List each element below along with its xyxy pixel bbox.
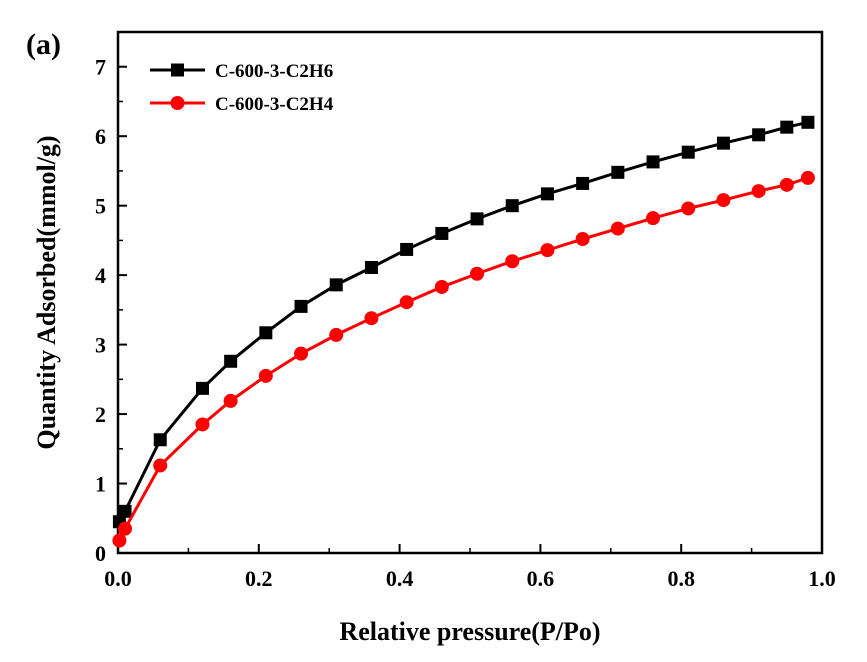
y-tick-label: 1 — [95, 472, 106, 497]
data-point-square — [646, 155, 660, 169]
data-point-square — [780, 120, 794, 134]
data-point-circle — [470, 266, 485, 281]
data-point-circle — [610, 221, 625, 236]
data-point-circle — [118, 521, 133, 536]
data-point-square — [716, 136, 730, 150]
data-point-square — [294, 299, 308, 313]
data-point-circle — [505, 254, 520, 269]
data-point-circle — [195, 417, 210, 432]
data-point-circle — [716, 193, 731, 208]
data-point-circle — [153, 458, 168, 473]
y-axis-title: Quantity Adsorbed(mmol/g) — [32, 135, 61, 449]
series-line-1 — [118, 120, 809, 523]
data-point-square — [470, 212, 484, 226]
data-point-circle — [399, 295, 414, 310]
y-tick-label: 0 — [95, 541, 106, 566]
data-point-circle — [540, 243, 555, 258]
data-point-circle — [800, 170, 815, 185]
y-tick-label: 6 — [95, 124, 106, 149]
x-tick-label: 0.4 — [386, 566, 414, 591]
x-tick-label: 0.8 — [667, 566, 695, 591]
x-tick-label: 0.6 — [527, 566, 555, 591]
y-tick-label: 7 — [95, 55, 106, 80]
data-point-square — [329, 278, 343, 292]
data-point-circle — [646, 211, 661, 226]
data-point-square — [576, 176, 590, 190]
series-line-2 — [118, 176, 809, 542]
data-point-square — [400, 242, 414, 256]
data-point-circle — [294, 346, 309, 361]
panel-label: (a) — [26, 28, 61, 61]
data-point-circle — [751, 184, 766, 199]
legend-marker-2 — [170, 96, 185, 110]
data-point-square — [540, 187, 554, 201]
data-point-square — [681, 145, 695, 159]
data-point-circle — [112, 533, 127, 548]
data-point-circle — [258, 368, 273, 383]
data-point-circle — [434, 279, 449, 294]
y-tick-label: 3 — [95, 333, 106, 358]
data-point-square — [364, 260, 378, 274]
data-point-square — [224, 354, 238, 368]
data-point-circle — [575, 232, 590, 247]
data-point-square — [505, 199, 519, 213]
legend-label-2: C-600-3-C2H4 — [215, 94, 334, 115]
data-point-circle — [681, 201, 696, 216]
data-point-circle — [364, 311, 379, 326]
legend-label-1: C-600-3-C2H6 — [215, 61, 333, 82]
data-point-circle — [779, 177, 794, 192]
y-tick-label: 5 — [95, 194, 106, 219]
data-point-square — [118, 504, 132, 518]
x-tick-label: 1.0 — [808, 566, 836, 591]
data-point-square — [435, 226, 449, 240]
data-point-square — [153, 433, 167, 447]
y-tick-label: 4 — [95, 263, 106, 288]
x-tick-label: 0.2 — [245, 566, 273, 591]
data-point-square — [611, 165, 625, 179]
data-point-square — [259, 326, 273, 340]
data-point-circle — [329, 327, 344, 342]
legend-marker-1 — [171, 63, 184, 77]
data-point-square — [195, 381, 209, 395]
x-axis-title: Relative pressure(P/Po) — [339, 617, 600, 646]
data-point-circle — [223, 393, 238, 408]
data-point-square — [801, 115, 815, 129]
data-point-square — [752, 128, 766, 142]
y-tick-label: 2 — [95, 402, 106, 427]
x-tick-label: 0.0 — [104, 566, 132, 591]
